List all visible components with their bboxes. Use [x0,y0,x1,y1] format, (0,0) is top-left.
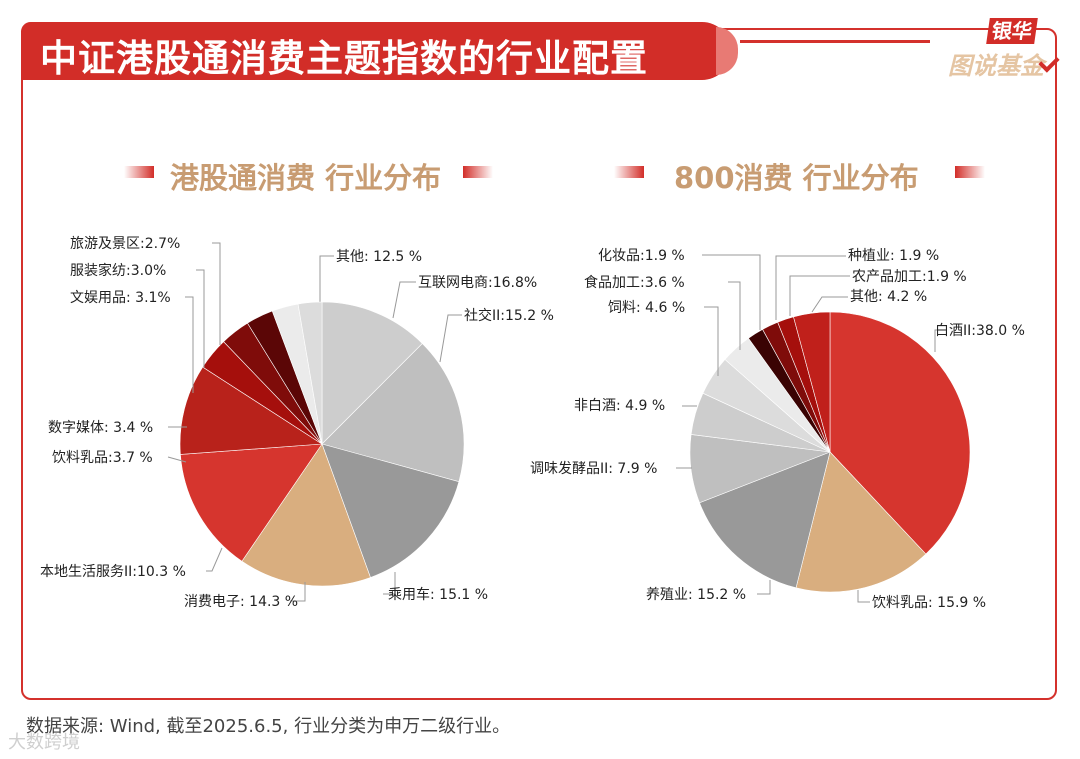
pie2-leader-line-8 [775,255,846,320]
chart-1-title: 港股通消费 行业分布 [170,161,442,195]
pie2-slice-2 [699,451,831,589]
pie2-data-label-3: 调味发酵品II: 7.9 % [530,461,657,477]
pie1-data-label-7: 数字媒体: 3.4 % [48,420,153,436]
watermark: 大数跨境 [8,732,80,753]
pie1-leader-line-10 [212,242,221,345]
pie1-leader-line-5 [206,547,223,572]
pie2-leader-line-0 [934,329,942,352]
pie1-leader-line-4 [290,582,306,602]
pie1-leader-line-2 [439,314,462,363]
pie2-data-label-8: 种植业: 1.9 % [848,248,939,264]
title-deco-left [614,166,644,178]
brand-logo: 银华 图说基金 [946,18,1060,80]
pie2-data-label-0: 白酒II:38.0 % [935,323,1025,339]
pie1-data-label-0: 其他: 12.5 % [336,249,422,265]
pie-chart-800-consumption: 白酒II:38.0 % 饮料乳品: 15.9 % 养殖业: 15.2 % 调味发酵品I… [530,248,1025,611]
pie1-data-label-10: 旅游及景区:2.7% [70,236,180,252]
pie1-data-label-9: 服装家纺:3.0% [70,262,166,279]
pie2-leader-line-7 [702,254,761,330]
title-deco-right [955,166,985,178]
pie2-data-label-2: 养殖业: 15.2 % [646,586,746,603]
chart-2-title: 800消费 行业分布 [674,161,919,195]
pie2-leader-line-5 [704,306,719,376]
pie1-data-label-2: 社交II:15.2 % [464,307,554,324]
pie1-slice-3 [241,443,371,587]
pie2-leader-line-6 [728,281,741,350]
pie1-data-label-5: 本地生活服务II:10.3 % [40,564,186,580]
pie1-data-label-3: 乘用车: 15.1 % [388,586,488,603]
title-deco-left [124,166,154,178]
pie1-data-label-8: 文娱用品: 3.1% [70,290,171,306]
pie1-data-label-1: 互联网电商:16.8% [418,275,537,291]
pie2-data-label-1: 饮料乳品: 15.9 % [872,595,986,611]
pie2-leader-line-10 [811,296,848,313]
pie2-data-label-4: 非白酒: 4.9 % [574,398,665,414]
logo-bottom-text: 图说基金 [948,52,1044,80]
pie1-slice-0 [321,301,423,445]
pie1-leader-line-1 [392,281,416,319]
pie1-slice-2 [321,443,460,578]
title-banner [21,22,731,80]
pie1-slice-1 [321,343,465,483]
pie2-data-label-7: 化妆品:1.9 % [598,248,685,264]
pie1-leader-line-0 [319,255,334,302]
pie2-leader-line-9 [789,275,850,316]
pie1-slice-5 [179,366,323,455]
banner-accent [716,27,738,75]
pie1-leader-line-6 [167,456,187,463]
pie1-data-label-6: 饮料乳品:3.7 % [52,450,153,466]
pie2-slice-1 [795,451,927,593]
pie1-leader-line-9 [196,269,205,368]
pie1-slice-4 [180,443,323,562]
pie2-data-label-5: 饲料: 4.6 % [608,300,685,316]
pie2-leader-line-2 [757,580,771,595]
pie2-slice-10 [793,311,831,453]
pie1-leader-line-8 [185,296,194,393]
page-title: 中证港股通消费主题指数的行业配置 [40,37,648,80]
pie1-slice-10 [297,301,323,445]
title-deco-right [463,166,493,178]
pie1-leader-line-3 [383,572,396,595]
pie2-data-label-10: 其他: 4.2 % [850,289,927,305]
pie2-data-label-9: 农产品加工:1.9 % [852,269,967,285]
banner-line [740,40,930,43]
pie-chart-hk-consumption: 其他: 12.5 % 互联网电商:16.8% 社交II:15.2 % 乘用车: 15.… [40,236,554,610]
data-source-note: 数据来源: Wind, 截至2025.6.5, 行业分类为申万二级行业。 [26,716,511,737]
pie2-leader-line-1 [857,590,870,603]
pie1-data-label-4: 消费电子: 14.3 % [184,594,298,610]
pie2-data-label-6: 食品加工:3.6 % [584,274,685,291]
pie2-slice-0 [829,311,971,555]
